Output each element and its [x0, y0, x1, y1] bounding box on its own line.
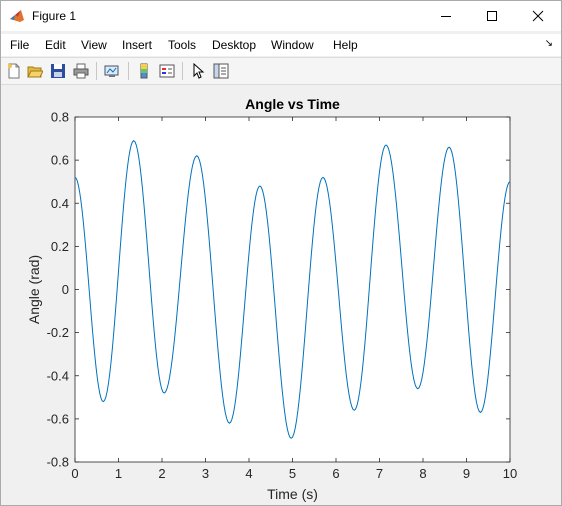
pointer-icon [193, 63, 205, 79]
menu-tools[interactable]: Tools [168, 38, 197, 52]
menu-bar: File Edit View Insert Tools Desktop Wind… [1, 34, 561, 56]
pointer-button[interactable] [188, 61, 208, 81]
print-button[interactable] [71, 61, 91, 81]
minimize-button[interactable] [423, 1, 469, 31]
x-tick-label: 0 [71, 466, 78, 481]
close-button[interactable] [515, 1, 561, 31]
y-tick-label: -0.8 [47, 455, 69, 470]
menu-insert[interactable]: Insert [122, 38, 153, 52]
matlab-icon [10, 10, 24, 22]
menu-help[interactable]: Help [333, 38, 358, 52]
legend-button[interactable] [157, 61, 177, 81]
plot-axes[interactable]: 0 1 2 3 4 5 6 7 8 9 10 -0.8 -0.6 -0.4 -0.2 0 0.2 0.4 0.6 0.… [47, 110, 518, 482]
y-tick-label: 0.4 [51, 196, 69, 211]
x-tick-label: 1 [115, 466, 122, 481]
x-tick-label: 3 [202, 466, 209, 481]
colorbar-icon [140, 63, 148, 79]
x-tick-label: 10 [503, 466, 517, 481]
x-tick-label: 9 [463, 466, 470, 481]
window-title: Figure 1 [32, 9, 77, 23]
x-tick-label: 8 [419, 466, 426, 481]
menu-edit[interactable]: Edit [45, 38, 66, 52]
figure-canvas: 0 1 2 3 4 5 6 7 8 9 10 -0.8 -0.6 -0.4 -0.2 0 0.2 0.4 0.6 0.… [1, 85, 561, 505]
menu-file[interactable]: File [10, 38, 30, 52]
y-tick-label: -0.6 [47, 411, 69, 426]
print-icon [73, 63, 89, 79]
x-tick-label: 4 [245, 466, 252, 481]
toolbar [1, 57, 561, 85]
y-tick-label: -0.4 [47, 368, 69, 383]
save-button[interactable] [48, 61, 68, 81]
save-icon [51, 64, 65, 78]
angle-series-line [74, 140, 511, 439]
x-tick-label: 2 [158, 466, 165, 481]
menu-window[interactable]: Window [271, 38, 314, 52]
close-icon [532, 10, 544, 22]
open-button[interactable] [25, 61, 45, 81]
open-icon [27, 66, 43, 78]
y-tick-label: 0.6 [51, 153, 69, 168]
toolbar-separator [96, 62, 97, 80]
y-tick-label: 0.8 [51, 110, 69, 125]
chart-title: Angle vs Time [245, 96, 340, 112]
menu-view[interactable]: View [81, 38, 107, 52]
y-axis-label: Angle (rad) [26, 255, 42, 324]
dock-arrow-icon[interactable]: ↘ [544, 38, 553, 49]
new-figure-button[interactable] [4, 61, 24, 81]
toolbar-separator [128, 62, 129, 80]
property-inspector-button[interactable] [211, 61, 231, 81]
y-tick-label: 0.2 [51, 239, 69, 254]
y-tick-label: 0 [62, 282, 69, 297]
link-plot-button[interactable] [102, 61, 122, 81]
maximize-button[interactable] [469, 1, 515, 31]
x-axis-label: Time (s) [267, 486, 318, 502]
legend-icon [159, 64, 175, 78]
colorbar-button[interactable] [134, 61, 154, 81]
menu-desktop[interactable]: Desktop [212, 38, 257, 52]
toolbar-separator [182, 62, 183, 80]
title-bar: Figure 1 [1, 1, 561, 31]
x-tick-label: 5 [289, 466, 296, 481]
link-plot-icon [104, 65, 119, 77]
x-tick-label: 7 [376, 466, 383, 481]
new-figure-icon [8, 63, 20, 79]
minimize-icon [441, 16, 451, 17]
y-tick-label: -0.2 [47, 325, 69, 340]
property-inspector-icon [213, 63, 229, 79]
maximize-icon [487, 11, 497, 21]
x-tick-label: 6 [332, 466, 339, 481]
